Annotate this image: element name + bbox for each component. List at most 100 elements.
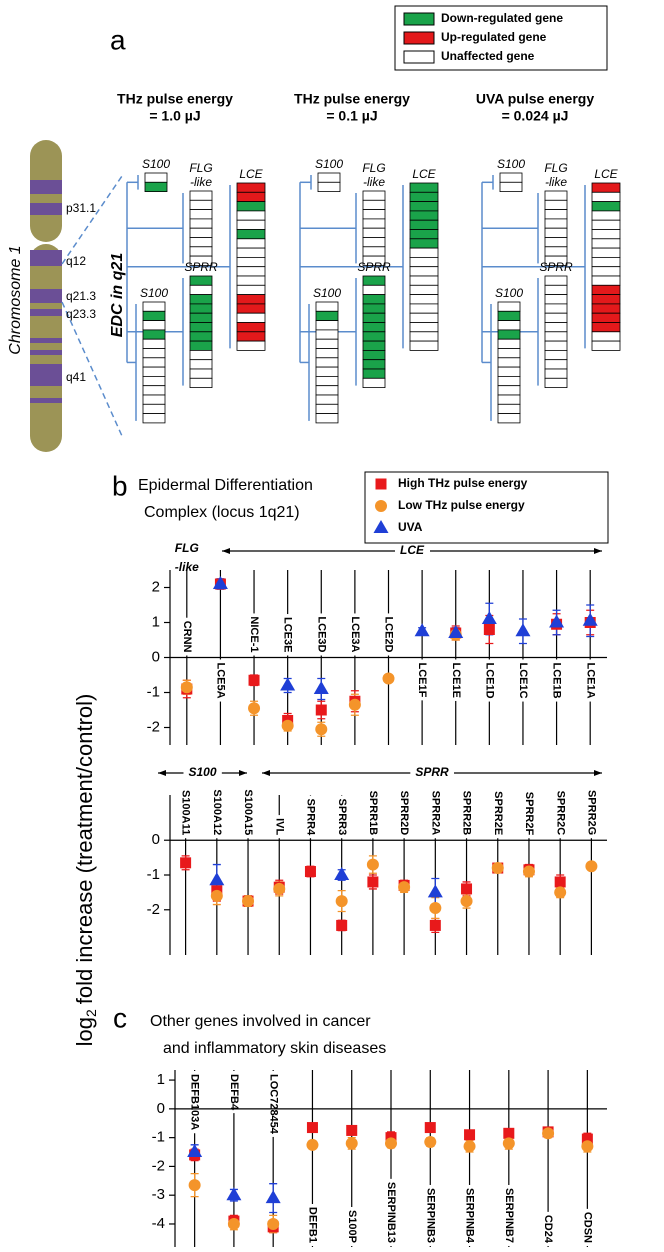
y-tick-label: 2 [152,578,160,595]
marker-square [503,1127,515,1139]
marker-circle [273,882,286,895]
gene-cell [142,348,166,359]
marker-square [554,876,566,888]
marker-circle [210,889,223,902]
gene-cell [236,191,266,203]
band-label: q12 [66,254,86,268]
gene-cell [362,322,386,333]
gene-cell [497,310,521,321]
group-label: -like [545,175,567,189]
gene-cell [497,338,521,349]
marker-triangle [549,614,565,628]
gene-cell [591,275,621,286]
marker-triangle [582,612,598,626]
gene-cell [189,199,213,211]
gene-cell [544,331,568,342]
chromosome-band [30,350,62,355]
gene-cell [362,218,386,229]
gene-cell [189,284,213,295]
gene-cell [362,340,386,351]
marker-circle [366,858,379,871]
marker-square [180,857,192,869]
gene-cell [544,294,568,305]
gene-cell [189,368,213,379]
gene-cell [236,256,266,268]
gene-cell [362,368,386,379]
group-label-bg [183,765,222,780]
gene-cell [591,247,621,258]
marker-circle [542,1127,555,1140]
gene-cell [409,312,439,323]
group-label-bg [395,543,430,558]
column-title: UVA pulse energy [476,91,594,107]
group-label: FLG [544,161,567,175]
gene-cell [409,266,439,277]
gene-cell [591,210,621,221]
gene-cell [142,310,166,321]
gene-cell [142,357,166,368]
x-tick-label: SPRR2D [398,791,410,836]
column-title: = 0.024 µJ [502,108,569,124]
group-label: FLG [362,161,385,175]
gene-cell [544,246,568,257]
gene-cell [362,359,386,370]
gene-cell [142,366,166,377]
gene-cell [189,209,213,220]
marker-square [248,674,260,686]
marker-circle [267,1217,280,1230]
gene-cell [236,210,266,221]
chart-title: Complex (locus 1q21) [144,504,300,521]
gene-cell [142,301,166,312]
x-tick-label: LCE1E [450,663,462,698]
gene-cell [409,182,439,193]
gene-cell [189,218,213,229]
x-tick-label: SERPINB4 [464,1188,476,1244]
marker-triangle [313,681,329,694]
marker-square [581,1133,593,1145]
x-tick-label: SPRR2C [554,791,566,836]
marker-circle [460,895,473,908]
gene-cell [544,255,568,266]
gene-cell [315,366,339,377]
panel-label: a [110,24,126,55]
x-tick-label: SPRR4 [305,799,317,837]
group-label: S100 [313,286,341,300]
legend-label: Low THz pulse energy [398,498,525,512]
marker-square [375,478,387,490]
y-tick-label: 1 [157,1071,165,1088]
marker-circle [188,1179,201,1192]
marker-circle [382,672,395,685]
group-label: -like [190,175,212,189]
x-tick-label: LCE3A [349,616,361,652]
marker-circle [398,881,411,894]
gene-cell [544,209,568,220]
y-axis-title-part: log [72,1017,97,1046]
gene-cell [236,284,266,295]
band-label: p31.1 [66,201,96,215]
gene-cell [591,238,621,249]
legend-box [364,471,609,544]
y-tick-label: -2 [152,1157,165,1174]
gene-cell [409,201,439,212]
marker-square [424,1122,436,1134]
x-tick-label: CDSN [581,1212,593,1243]
y-axis-title-part: fold increase (treatment/control) [72,694,97,1005]
gene-cell [144,181,168,193]
gene-cell [189,322,213,333]
y-tick-label: -1 [147,866,160,883]
group-label: LCE [400,543,425,557]
gene-cell [409,191,439,203]
marker-triangle [373,520,389,533]
gene-cell [497,348,521,359]
marker-square [346,1124,358,1136]
x-tick-label: LCE1B [551,663,563,699]
gene-cell [315,329,339,340]
chromosome-band [30,180,62,194]
group-label: SPRR [184,260,218,274]
column-title: = 0.1 µJ [326,108,377,124]
gene-cell [544,368,568,379]
group-label: -like [363,175,385,189]
gene-cell [315,385,339,396]
y-tick-label: 0 [152,648,160,665]
gene-cell [591,266,621,277]
